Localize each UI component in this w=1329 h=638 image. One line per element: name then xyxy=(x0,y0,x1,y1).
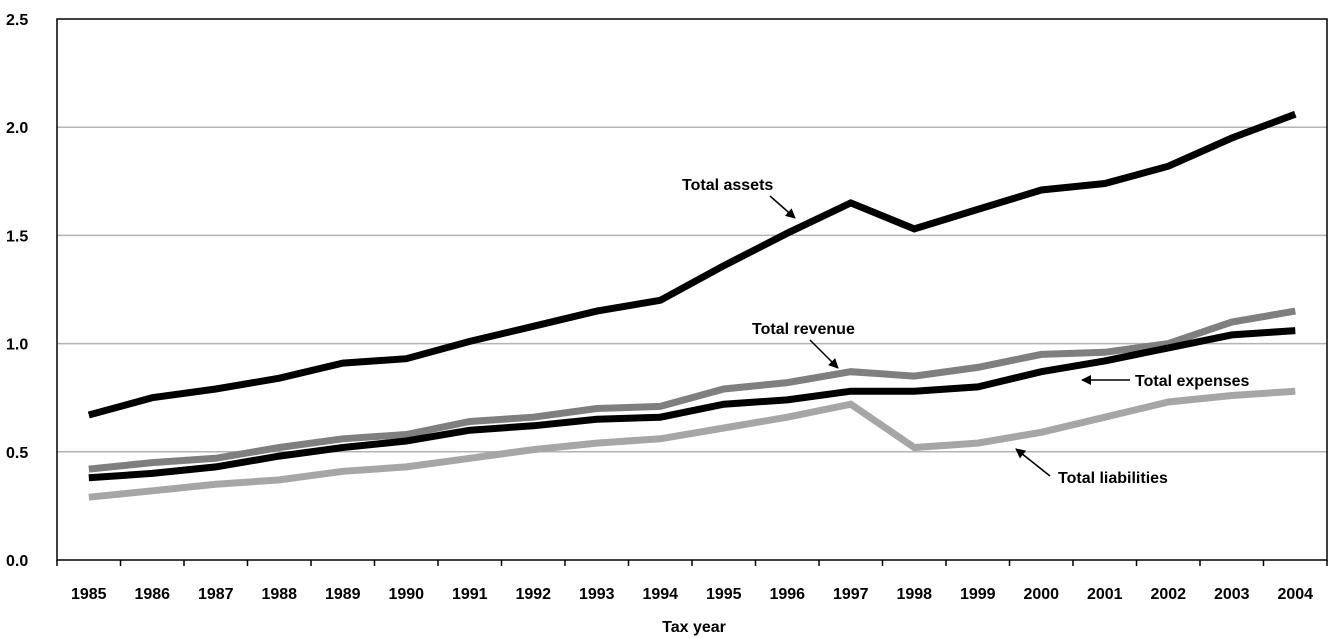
annotation-label: Total expenses xyxy=(1135,373,1250,390)
x-tick-label: 2003 xyxy=(1214,586,1250,603)
plot-area xyxy=(56,18,1328,566)
x-axis-title: Tax year xyxy=(662,619,726,636)
x-tick-label: 1990 xyxy=(388,586,424,603)
x-tick-label: 1994 xyxy=(642,586,678,603)
series-line-total-liabilities xyxy=(88,387,1296,501)
annotation-arrow xyxy=(769,195,796,219)
y-tick-label: 2.0 xyxy=(6,120,28,137)
x-tick-label: 2004 xyxy=(1277,586,1313,603)
series-line-total-revenue xyxy=(88,307,1296,473)
annotation-arrow xyxy=(809,339,839,369)
x-tick-label: 2001 xyxy=(1087,586,1123,603)
annotation-arrow xyxy=(1015,448,1051,477)
x-tick-label: 1985 xyxy=(71,586,107,603)
x-tick-label: 1988 xyxy=(261,586,297,603)
y-tick-label: 0.5 xyxy=(6,445,28,462)
x-tick-label: 1992 xyxy=(515,586,551,603)
x-tick-label: 1989 xyxy=(325,586,361,603)
series-line-total-assets xyxy=(87,110,1297,419)
y-axis-tick-labels: 0.0 0.5 1.0 1.5 2.0 2.5 xyxy=(6,12,28,570)
x-tick-label: 1986 xyxy=(134,586,170,603)
x-tick-label: 1993 xyxy=(579,586,615,603)
x-tick-label: 2000 xyxy=(1023,586,1059,603)
gridlines xyxy=(57,126,1327,453)
y-tick-label: 0.0 xyxy=(6,553,28,570)
x-axis-tick-labels: 1985 1986 1987 1988 1989 1990 1991 1992 1993 1994… xyxy=(71,586,1313,603)
annotations: Total assets Total revenue Total expenses T… xyxy=(682,177,1250,487)
series-line-total-expenses xyxy=(88,327,1296,482)
y-tick-label: 1.5 xyxy=(6,228,28,245)
x-tick-label: 2002 xyxy=(1150,586,1186,603)
annotation-label: Total liabilities xyxy=(1058,470,1168,487)
x-tick-label: 1998 xyxy=(896,586,932,603)
x-tick-label: 1997 xyxy=(833,586,869,603)
x-tick-label: 1991 xyxy=(452,586,488,603)
x-tick-label: 1987 xyxy=(198,586,234,603)
y-tick-label: 2.5 xyxy=(6,12,28,29)
series-lines xyxy=(87,110,1297,501)
annotation-label: Total assets xyxy=(682,177,773,194)
x-tick-label: 1996 xyxy=(769,586,805,603)
y-tick-label: 1.0 xyxy=(6,337,28,354)
annotation-label: Total revenue xyxy=(752,321,855,338)
x-tick-label: 1999 xyxy=(960,586,996,603)
x-tick-label: 1995 xyxy=(706,586,742,603)
